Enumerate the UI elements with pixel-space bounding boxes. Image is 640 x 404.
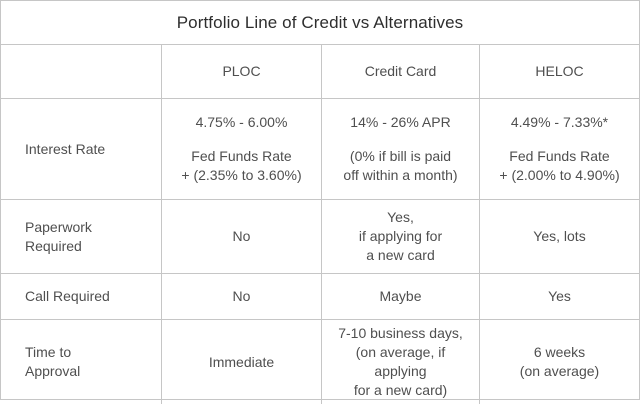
cell-interest-rate-heloc: 4.49% - 7.33%* Fed Funds Rate + (2.00% to… xyxy=(479,98,639,199)
header-empty-cell xyxy=(1,44,161,98)
cell-paperwork-heloc: Yes, lots xyxy=(479,199,639,273)
column-header-ploc: PLOC xyxy=(161,44,321,98)
cell-interest-rate-ploc: 4.75% - 6.00% Fed Funds Rate + (2.35% to … xyxy=(161,98,321,199)
column-header-credit-card: Credit Card xyxy=(321,44,479,98)
cell-paperwork-ploc: No xyxy=(161,199,321,273)
row-label-time-to-approval: Time to Approval xyxy=(1,319,161,404)
cell-time-ploc: Immediate xyxy=(161,319,321,404)
page-title: Portfolio Line of Credit vs Alternatives xyxy=(176,12,464,32)
row-label-interest-rate: Interest Rate xyxy=(1,98,161,199)
cell-call-ploc: No xyxy=(161,273,321,319)
cell-paperwork-credit-card: Yes, if applying for a new card xyxy=(321,199,479,273)
cell-time-heloc: 6 weeks (on average) xyxy=(479,319,639,404)
row-label-paperwork-required: Paperwork Required xyxy=(1,199,161,273)
cell-call-heloc: Yes xyxy=(479,273,639,319)
cell-call-credit-card: Maybe xyxy=(321,273,479,319)
column-header-heloc: HELOC xyxy=(479,44,639,98)
row-label-call-required: Call Required xyxy=(1,273,161,319)
cell-time-credit-card: 7-10 business days, (on average, if apply… xyxy=(321,319,479,404)
cell-interest-rate-credit-card: 14% - 26% APR (0% if bill is paid off wit… xyxy=(321,98,479,199)
